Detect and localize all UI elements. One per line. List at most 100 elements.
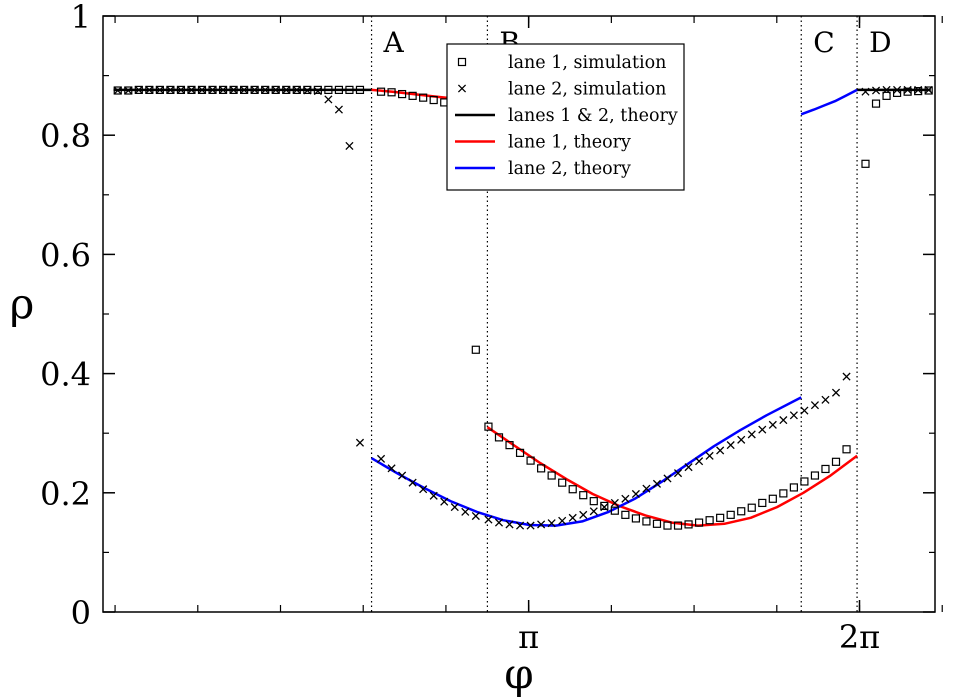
lane-2-simulation-point-35 <box>494 518 504 527</box>
x-axis-label: φ <box>504 649 533 698</box>
lane-1-simulation-point-48 <box>631 514 641 523</box>
lane-1-simulation-point-39 <box>537 464 546 473</box>
lane-2-simulation-point-75 <box>924 85 933 94</box>
lane-2-simulation-point-65 <box>810 401 819 410</box>
lane-2-simulation-point-67 <box>831 388 841 397</box>
lane-2-simulation-point-52 <box>673 469 683 478</box>
lane-2-simulation-point-38 <box>526 521 535 530</box>
lane-1-simulation-point-64 <box>800 477 809 486</box>
lane-2-simulation-point-7 <box>187 85 196 94</box>
legend-entry-1: lane 2, simulation <box>457 80 666 100</box>
lane-1-simulation-point-59 <box>747 503 756 512</box>
lane-2-simulation-point-32 <box>461 507 470 516</box>
lane-1-simulation-point-20 <box>324 85 333 95</box>
legend-label-0: lane 1, simulation <box>508 53 666 73</box>
lane-2-simulation-point-12 <box>240 85 249 94</box>
y-tick-label-2: 0.4 <box>40 356 91 394</box>
lane-1-simulation-point-4 <box>155 85 164 95</box>
lane-2-simulation-point-59 <box>747 430 756 439</box>
lane-1-simulation-point-25 <box>387 88 396 97</box>
lane-1-simulation-point-49 <box>642 517 651 526</box>
lane-2-simulation-point-3 <box>145 85 154 94</box>
lane-2-simulation-point-11 <box>229 85 238 94</box>
lane-2-simulation-point-51 <box>663 474 672 483</box>
lane-2-simulation-point-39 <box>537 520 546 529</box>
lane-1-simulation-point-17 <box>292 85 301 95</box>
legend: lane 1, simulation lane 2, simulation lane… <box>446 43 685 191</box>
lane-2-simulation-point-42 <box>568 513 577 522</box>
lane-2-simulation-point-8 <box>197 85 207 94</box>
lane-2-simulation-point-50 <box>652 479 662 488</box>
legend-label-2: lanes 1 & 2, theory <box>508 106 678 126</box>
lane-2-theory-segment-1 <box>800 88 858 116</box>
lane-2-simulation-point-55 <box>705 451 714 460</box>
lane-1-simulation-point-12 <box>240 85 249 95</box>
lane-1-simulation-point-58 <box>737 507 746 516</box>
lane-1-simulation-point-33 <box>471 345 480 354</box>
legend-entry-3: lane 1, theory <box>455 133 631 153</box>
lane-1-simulation-point-71 <box>882 91 891 100</box>
lane-1-simulation-point-42 <box>568 485 577 494</box>
lane-2-simulation-point-60 <box>758 425 767 434</box>
lane-1-simulation-point-46 <box>610 506 619 515</box>
lane-2-simulation-point-64 <box>800 406 809 415</box>
lane-2-simulation-point-24 <box>376 454 386 463</box>
lane-2-simulation-point-26 <box>398 471 407 480</box>
lane-2-simulation-point-44 <box>589 507 598 516</box>
lane-2-simulation-point-25 <box>387 464 396 473</box>
axis-ticks: 0 0.2 0.4 0.6 0.8 1 π 2π <box>40 0 943 656</box>
lane-2-simulation-point-48 <box>631 489 640 499</box>
lane-2-simulation-point-30 <box>440 497 449 506</box>
lane-2-simulation-point-47 <box>621 494 630 503</box>
lane-2-simulation-point-46 <box>610 498 619 507</box>
series-group <box>113 85 933 530</box>
legend-label-3: lane 1, theory <box>508 133 631 153</box>
lane-1-simulation-point-14 <box>261 85 270 95</box>
lane-2-simulation-point-19 <box>313 87 322 96</box>
lane-2-simulation-point-5 <box>166 85 175 94</box>
lane-1-simulation-point-70 <box>871 99 881 108</box>
lane-2-simulation-point-45 <box>600 503 609 512</box>
lane-2-simulation-point-22 <box>345 141 354 150</box>
y-axis-label: ρ <box>10 279 35 328</box>
lane-2-simulation-point-53 <box>684 463 693 472</box>
y-tick-label-5: 1 <box>71 0 91 36</box>
lane-1-simulation-point-13 <box>250 85 259 95</box>
lane-2-simulation-point-56 <box>716 446 725 455</box>
lane-2-simulation-point-40 <box>547 519 556 528</box>
lane-2-simulation-point-28 <box>419 485 428 494</box>
lane-1-simulation-point-68 <box>842 445 851 454</box>
lane-2-simulation-point-17 <box>292 85 301 94</box>
series-lane-1-simulation <box>113 85 933 530</box>
lane-1-simulation-point-11 <box>229 85 238 95</box>
lane-1-theory-segment-1 <box>486 426 858 527</box>
lane-1-simulation-point-44 <box>589 497 598 506</box>
lane-1-simulation-point-43 <box>579 491 588 500</box>
lane-1-simulation-point-63 <box>789 483 798 492</box>
lane-2-theory-segment-0 <box>370 396 802 527</box>
lane-1-simulation-point-41 <box>558 478 567 487</box>
lane-1-simulation-point-38 <box>526 456 535 465</box>
lane-1-simulation-point-6 <box>176 85 186 95</box>
lane-1-simulation-point-2 <box>134 85 143 95</box>
lane-2-simulation-point-34 <box>484 515 493 524</box>
lane-1-simulation-point-60 <box>758 498 767 508</box>
lane-1-simulation-point-24 <box>376 87 386 96</box>
lane-2-simulation-point-57 <box>726 441 735 450</box>
lane-2-simulation-point-18 <box>303 86 312 95</box>
legend-label-1: lane 2, simulation <box>508 80 666 100</box>
lane-1-simulation-point-7 <box>187 85 196 95</box>
lane-1-simulation-point-69 <box>861 159 870 168</box>
lane-1-simulation-point-53 <box>684 520 693 529</box>
lane-1-simulation-point-62 <box>779 489 788 498</box>
lane-2-simulation-point-6 <box>176 85 185 94</box>
lane-2-simulation-point-70 <box>871 86 881 95</box>
lane-2-simulation-point-4 <box>155 85 164 94</box>
y-tick-label-4: 0.8 <box>40 117 91 155</box>
x-tick-label-1: 2π <box>839 618 880 656</box>
x-tick-label-0: π <box>518 618 539 656</box>
series-lane-2-simulation <box>113 85 933 530</box>
lane-1-simulation-point-55 <box>705 516 714 525</box>
lane-1-simulation-point-73 <box>903 87 912 96</box>
y-tick-label-3: 0.6 <box>40 236 91 274</box>
